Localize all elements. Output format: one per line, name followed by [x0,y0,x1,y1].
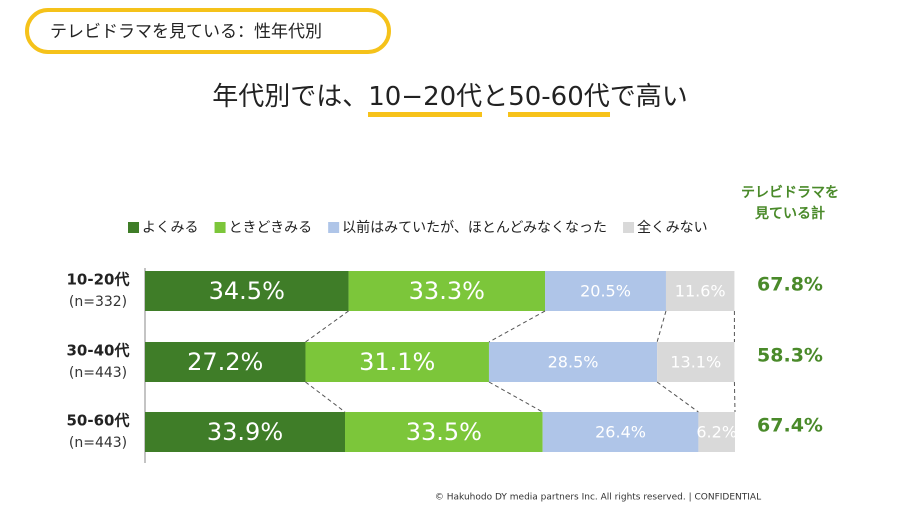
connector [656,310,667,343]
legend-label: 以前はみていたが、ほとんどみなくなった [342,219,607,236]
value-label: 33.3% [409,277,485,305]
headline-part: 50-60代 [508,82,610,117]
bar-segment [348,271,546,311]
bar-segment [665,271,735,311]
title-box [25,8,391,54]
value-label: 20.5% [580,282,631,301]
legend-label: よくみる [142,220,199,236]
value-label: 33.5% [406,418,482,446]
total-label: 67.4% [757,415,823,437]
sample-size: (n=332) [69,294,127,310]
value-label: 11.6% [675,282,726,301]
category-label: 10-20代 [67,271,130,289]
headline-part: で高い [609,82,688,112]
title: テレビドラマを見ている：性年代別 [50,22,322,42]
bar-segment [657,342,735,382]
connector [305,310,349,343]
connector [656,381,699,413]
value-label: 34.5% [209,277,285,305]
connector [488,310,546,343]
connector [733,381,736,413]
value-label: 26.4% [595,423,646,442]
value-label: 28.5% [548,353,599,372]
bar-segment [345,412,543,452]
bar-segment [545,271,666,311]
value-label: 6.2% [696,423,737,442]
headline-part: と [482,82,509,112]
value-label: 13.1% [670,353,721,372]
total-label: 58.3% [757,345,823,367]
value-label: 31.1% [359,348,435,376]
totals-title: テレビドラマを [741,185,839,201]
value-label: 27.2% [187,348,263,376]
legend-swatch [623,222,635,233]
category-label: 30-40代 [67,342,130,360]
headline-part: 年代別では、 [212,82,369,112]
category-label: 50-60代 [67,412,130,430]
bar-segment [698,412,735,452]
legend-swatch [328,222,340,233]
connector [488,381,543,413]
totals-title: 見ている計 [754,205,825,222]
bar-segment [305,342,489,382]
headline-part: 10−20代 [368,82,483,117]
bar-segment [145,271,349,311]
bar-segment [145,412,346,452]
total-label: 67.8% [757,274,823,296]
value-label: 33.9% [207,418,283,446]
legend-swatch [128,222,139,233]
connector [305,381,346,413]
bar-segment [145,342,306,382]
sample-size: (n=443) [69,435,127,451]
bar-segment [542,412,699,452]
copyright: © Hakuhodo DY media partners Inc. All ri… [435,493,761,503]
sample-size: (n=443) [69,365,127,381]
legend-label: ときどきみる [229,220,313,236]
legend-label: 全くみない [637,219,708,236]
bar-segment [488,342,658,382]
headline: 年代別では、10−20代と50-60代で高い [0,76,900,117]
legend-swatch [214,222,226,233]
